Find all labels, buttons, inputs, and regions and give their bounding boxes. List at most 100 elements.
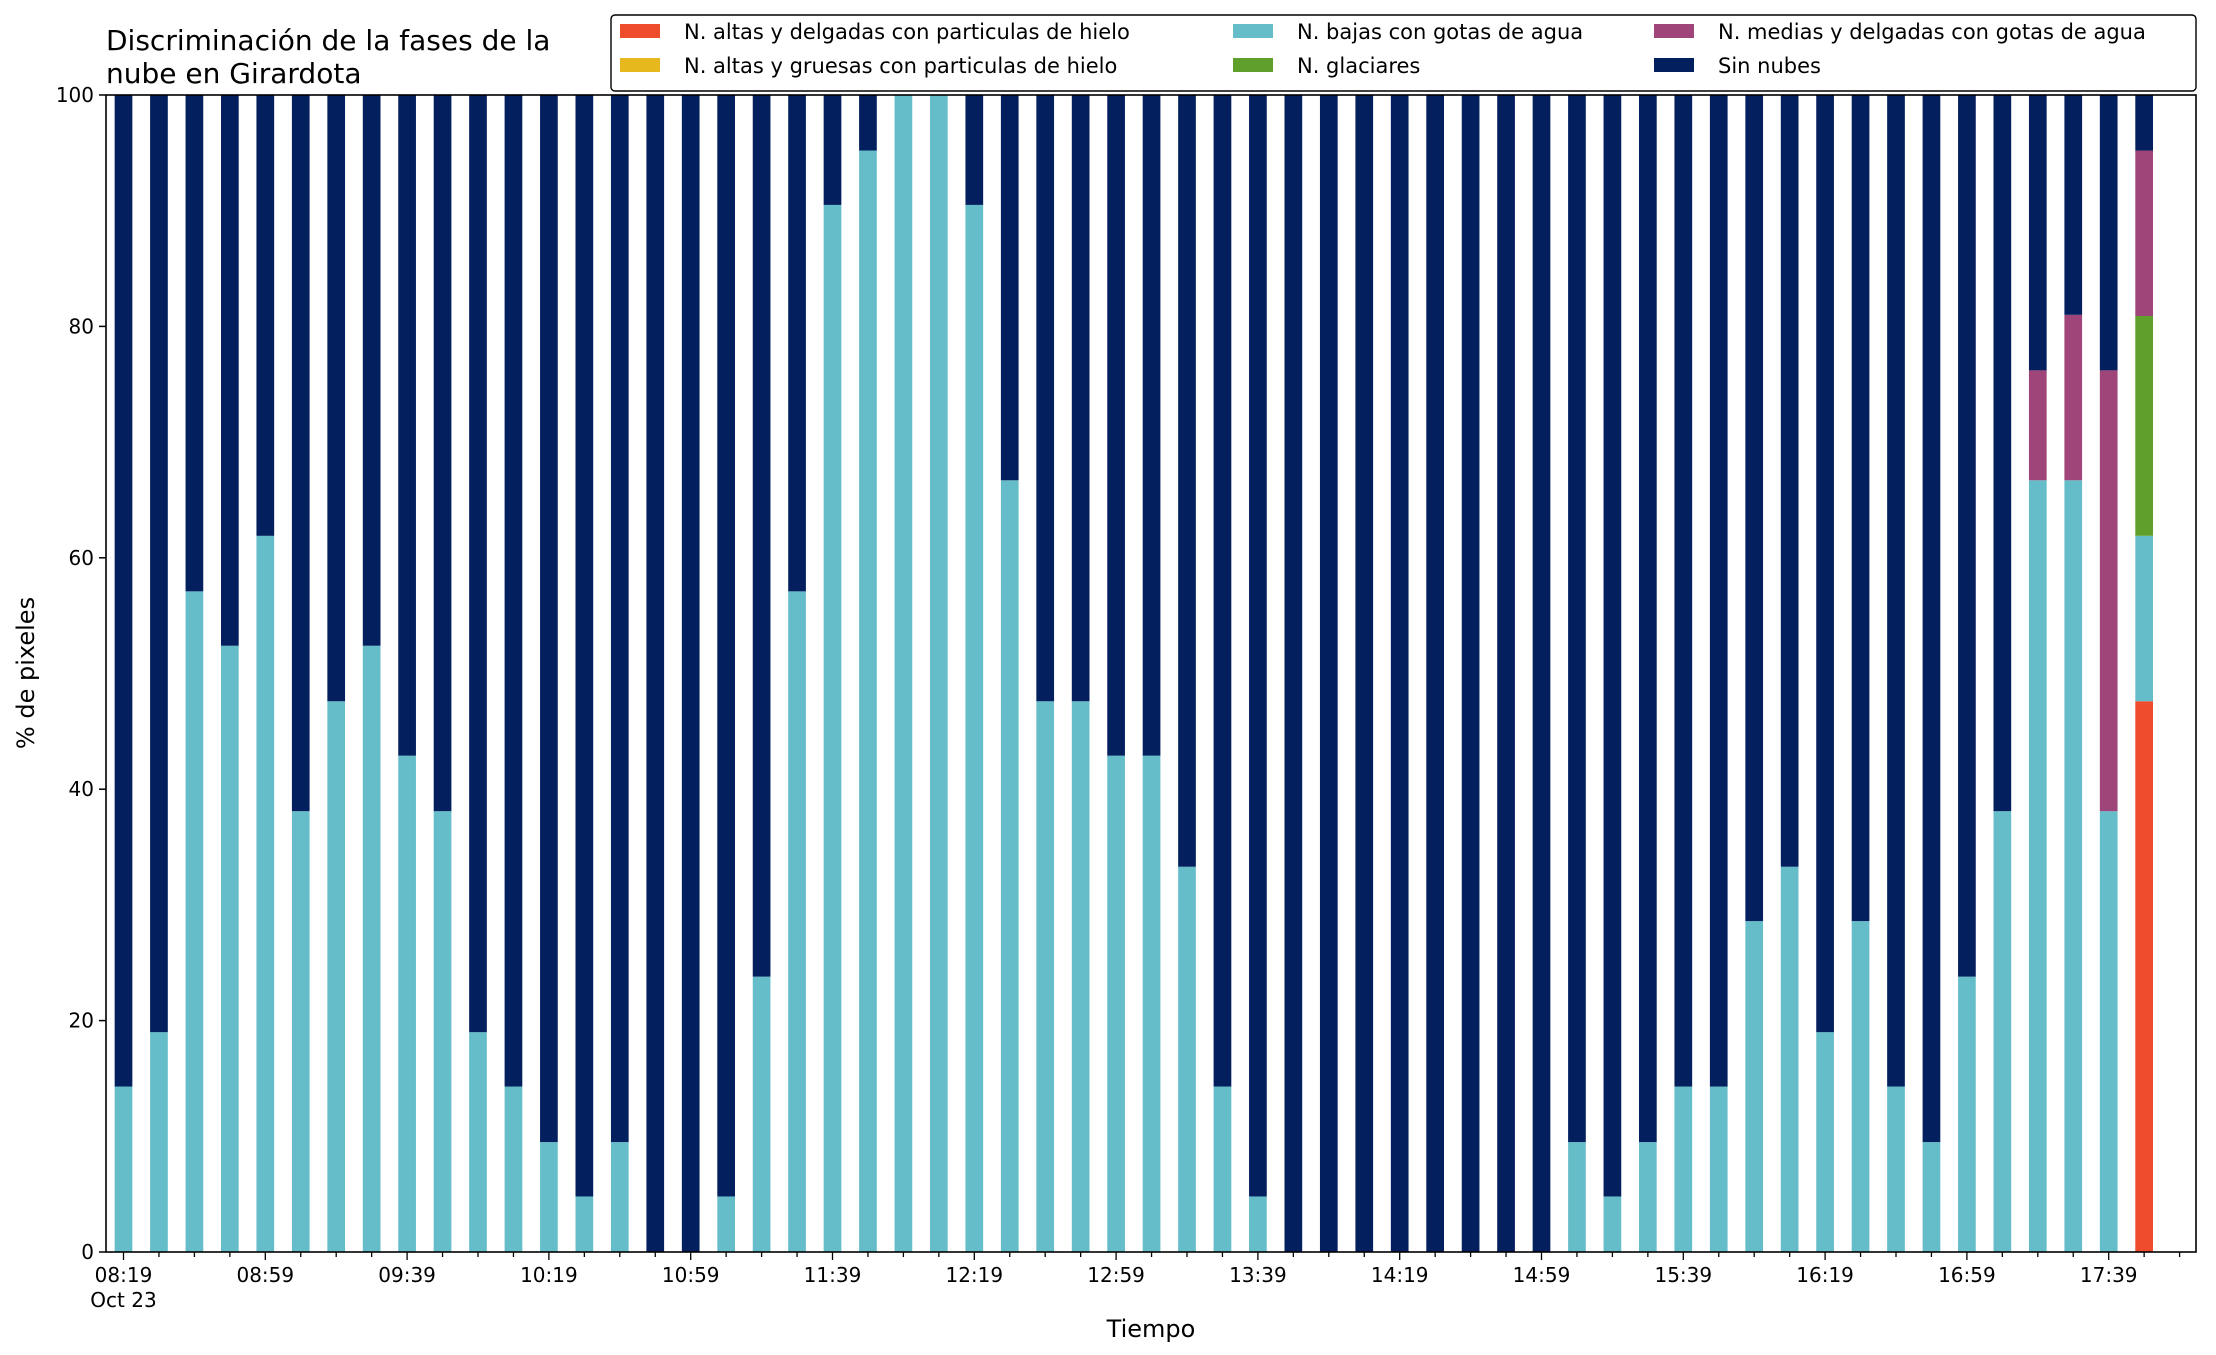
bar-segment-08:39-series-5 xyxy=(185,95,204,592)
legend-label-4: N. medias y delgadas con gotas de agua xyxy=(1718,20,2146,44)
x-tick-label-10:19: 10:19 xyxy=(520,1263,578,1287)
bar-segment-09:39-series-5 xyxy=(398,95,416,756)
bar-segment-17:19-series-5 xyxy=(2028,95,2047,371)
bar-segment-11:09-series-2 xyxy=(717,1196,735,1252)
y-axis-title: % de pixeles xyxy=(12,597,40,749)
bar-segment-11:49-series-5 xyxy=(859,95,877,151)
bar-segment-10:09-series-5 xyxy=(504,95,523,1087)
bar-segment-12:49-series-5 xyxy=(1071,95,1090,702)
x-axis: 08:19 08:59 09:39 10:19 10:59 11:39 12:19 12:59… xyxy=(90,1252,2181,1312)
bar-segment-15:19-series-2 xyxy=(1603,1196,1622,1252)
legend-swatch-1 xyxy=(620,58,660,72)
bar-segment-16:29-series-5 xyxy=(1851,95,1870,922)
legend-swatch-2 xyxy=(1233,24,1273,38)
chart-title-line-2: nube en Girardota xyxy=(106,57,361,90)
bar-segment-11:19-series-2 xyxy=(752,976,771,1252)
bar-segment-10:59-series-5 xyxy=(681,95,700,1252)
bar-segment-16:39-series-2 xyxy=(1887,1086,1905,1252)
bar-segment-09:59-series-5 xyxy=(469,95,487,1033)
bar-segment-16:39-series-5 xyxy=(1887,95,1905,1087)
legend-swatch-4 xyxy=(1654,24,1694,38)
bar-segment-11:09-series-5 xyxy=(717,95,735,1197)
bar-segment-13:09-series-5 xyxy=(1142,95,1161,756)
bar-segment-13:09-series-2 xyxy=(1142,755,1161,1252)
bar-segment-17:29-series-2 xyxy=(2064,480,2083,1252)
x-tick-label-12:59: 12:59 xyxy=(1087,1263,1145,1287)
bar-segment-09:39-series-2 xyxy=(398,755,416,1252)
bar-segment-17:19-series-4 xyxy=(2028,370,2047,481)
legend-swatch-0 xyxy=(620,24,660,38)
bar-segment-13:39-series-2 xyxy=(1249,1196,1267,1252)
bar-segment-17:19-series-2 xyxy=(2028,480,2047,1252)
y-tick-label-60: 60 xyxy=(69,546,94,570)
bar-segment-09:19-series-5 xyxy=(327,95,346,702)
bar-segment-10:19-series-2 xyxy=(540,1142,558,1252)
bar-segment-12:09-series-2 xyxy=(930,95,948,1252)
bar-segment-17:39-series-2 xyxy=(2099,811,2118,1252)
bar-segment-16:19-series-2 xyxy=(1816,1032,1834,1252)
bar-segment-08:59-series-2 xyxy=(256,535,275,1252)
bar-segment-17:49-series-4 xyxy=(2135,150,2153,316)
bar-segment-08:39-series-2 xyxy=(185,591,204,1252)
bar-segment-12:29-series-2 xyxy=(1000,480,1019,1252)
legend-label-1: N. altas y gruesas con particulas de hie… xyxy=(684,54,1117,78)
bar-segment-15:39-series-2 xyxy=(1674,1086,1693,1252)
bar-segment-13:59-series-5 xyxy=(1319,95,1338,1252)
bar-segment-11:29-series-5 xyxy=(788,95,806,592)
bar-segment-15:09-series-5 xyxy=(1568,95,1586,1143)
bar-segment-09:09-series-2 xyxy=(291,811,310,1252)
bar-segment-10:19-series-5 xyxy=(540,95,558,1143)
bar-segment-17:49-series-5 xyxy=(2135,95,2153,151)
bar-segment-16:29-series-2 xyxy=(1851,921,1870,1252)
bar-segment-08:29-series-5 xyxy=(150,95,168,1033)
bar-segment-17:29-series-5 xyxy=(2064,95,2083,315)
bar-segment-17:09-series-2 xyxy=(1993,811,2012,1252)
bar-segment-15:49-series-5 xyxy=(1709,95,1728,1087)
legend-label-5: Sin nubes xyxy=(1718,54,1821,78)
bar-segment-11:39-series-5 xyxy=(823,95,842,205)
bar-segment-17:49-series-0 xyxy=(2135,701,2153,1252)
bar-segment-11:59-series-2 xyxy=(894,95,913,1252)
bar-segment-08:19-series-5 xyxy=(114,95,133,1087)
y-tick-label-100: 100 xyxy=(56,83,94,107)
bar-segment-08:49-series-5 xyxy=(221,95,239,646)
bar-segment-16:59-series-2 xyxy=(1958,976,1976,1252)
bar-segment-16:09-series-5 xyxy=(1780,95,1799,867)
bar-segment-15:29-series-5 xyxy=(1639,95,1657,1143)
legend-box xyxy=(610,14,2197,92)
bar-segment-12:19-series-2 xyxy=(965,204,984,1252)
bar-segment-15:29-series-2 xyxy=(1639,1142,1657,1252)
bar-segment-14:09-series-5 xyxy=(1355,95,1374,1252)
x-tick-label-12:19: 12:19 xyxy=(945,1263,1003,1287)
bar-segment-15:49-series-2 xyxy=(1709,1086,1728,1252)
legend-swatch-3 xyxy=(1233,58,1273,72)
bar-segment-17:49-series-2 xyxy=(2135,535,2153,702)
bar-segment-12:29-series-5 xyxy=(1000,95,1019,481)
bar-segment-13:39-series-5 xyxy=(1249,95,1267,1197)
bar-segment-15:09-series-2 xyxy=(1568,1142,1586,1252)
bar-segment-11:49-series-2 xyxy=(859,150,877,1252)
y-tick-label-80: 80 xyxy=(69,314,94,338)
bar-segment-10:29-series-5 xyxy=(575,95,594,1197)
bar-segment-14:39-series-5 xyxy=(1461,95,1480,1252)
x-tick-label-10:59: 10:59 xyxy=(662,1263,720,1287)
bar-segment-08:29-series-2 xyxy=(150,1032,168,1252)
bar-segment-10:09-series-2 xyxy=(504,1086,523,1252)
x-tick-label-14:19: 14:19 xyxy=(1371,1263,1429,1287)
bar-segment-10:49-series-5 xyxy=(646,95,665,1252)
x-tick-label-15:39: 15:39 xyxy=(1654,1263,1712,1287)
bar-segment-13:29-series-5 xyxy=(1213,95,1232,1087)
bar-segment-12:49-series-2 xyxy=(1071,701,1090,1252)
bar-segment-14:59-series-5 xyxy=(1532,95,1551,1252)
bar-segment-11:29-series-2 xyxy=(788,591,806,1252)
bar-segment-09:49-series-5 xyxy=(433,95,452,812)
bar-segment-15:39-series-5 xyxy=(1674,95,1693,1087)
bar-segment-16:09-series-2 xyxy=(1780,866,1799,1252)
x-date-label: Oct 23 xyxy=(90,1288,156,1312)
bar-segment-16:49-series-2 xyxy=(1922,1142,1941,1252)
bar-segment-10:39-series-5 xyxy=(610,95,629,1143)
bar-segment-12:39-series-5 xyxy=(1036,95,1055,702)
legend-swatch-5 xyxy=(1654,58,1694,72)
bar-segment-08:49-series-2 xyxy=(221,645,239,1252)
